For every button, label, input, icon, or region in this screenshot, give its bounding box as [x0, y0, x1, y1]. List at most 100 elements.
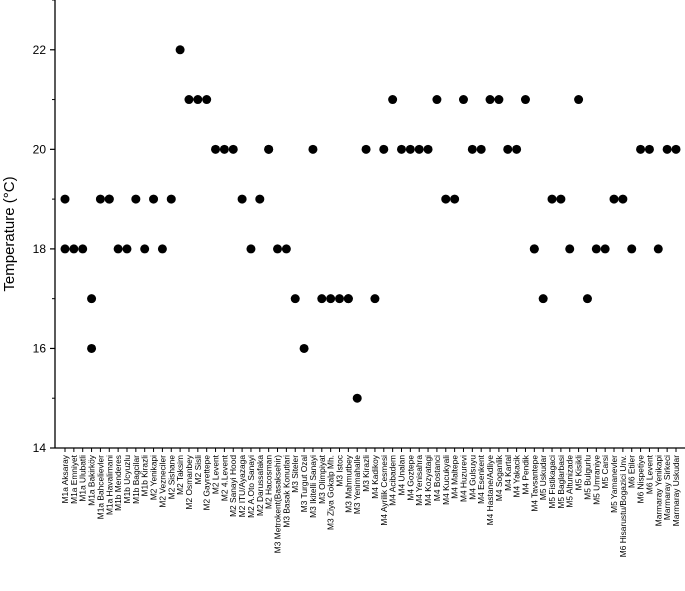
x-tick-label: M4 Huzurevi: [458, 455, 468, 502]
data-point: [140, 244, 150, 254]
x-tick-label: M4 Maltepe: [450, 455, 460, 499]
data-point: [582, 294, 592, 304]
x-tick-label: M4 Gulsuyu: [467, 455, 477, 500]
data-point: [450, 194, 460, 204]
data-point: [264, 144, 274, 154]
y-tick-label: 20: [33, 142, 47, 156]
x-tick-label: M1a Aksaray: [60, 454, 70, 503]
data-point: [644, 144, 654, 154]
x-tick-label: M4 Esenkent: [476, 454, 486, 504]
data-point: [547, 194, 557, 204]
x-tick-label: M2 Gayrettepe: [202, 455, 212, 511]
x-tick-label: M6 Levent: [644, 454, 654, 494]
x-tick-label: M4 Hastane/Adliye: [485, 455, 495, 526]
data-point: [131, 194, 141, 204]
data-point: [157, 244, 167, 254]
x-tick-label: M3 Turgut Ozal: [299, 455, 309, 512]
y-ticks: 14 16 18 20 22: [33, 0, 55, 455]
data-point: [113, 244, 123, 254]
x-tick-label: Marmaray Sirkeci: [662, 455, 672, 520]
data-point: [556, 194, 566, 204]
data-point: [352, 393, 362, 403]
data-point: [211, 144, 221, 154]
data-point: [60, 194, 70, 204]
x-tick-label: M4 Acibadem: [388, 455, 398, 506]
x-tick-label: M2 A.Oto Sanayi: [246, 455, 256, 518]
x-tick-label: M1a Bahcelievler: [95, 455, 105, 519]
data-point: [618, 194, 628, 204]
x-tick-label: M1a Bakirköy: [87, 454, 97, 506]
x-tick-label: M1b Menderes: [113, 455, 123, 511]
x-tick-label: M4 Kadikoy: [370, 454, 380, 499]
data-point: [671, 144, 681, 154]
data-point: [273, 244, 283, 254]
data-points: [60, 45, 681, 403]
data-point: [591, 244, 601, 254]
x-tick-label: M2 Vezneciler: [157, 455, 167, 508]
x-tick-label: M2 Sishane: [166, 455, 176, 500]
x-tick-label: M6 Etiler: [627, 455, 637, 488]
data-point: [379, 144, 389, 154]
x-tick-label: M4 Pendik: [520, 454, 530, 494]
data-point: [467, 144, 477, 154]
data-point: [361, 144, 371, 154]
data-point: [246, 244, 256, 254]
x-tick-label: M5 Altunizade: [565, 455, 575, 508]
data-point: [485, 95, 495, 105]
data-point: [184, 95, 194, 105]
x-tick-label: M4 Kartal: [503, 455, 513, 491]
x-tick-label: M2 4.Levent: [219, 454, 229, 501]
data-point: [326, 294, 336, 304]
data-point: [343, 294, 353, 304]
y-axis-title: Temperature (°C): [1, 176, 18, 291]
x-tick-label: M3 Yenimahalle: [352, 455, 362, 514]
data-point: [405, 144, 415, 154]
x-tick-label: M4 Tavsantepe: [529, 455, 539, 512]
data-point: [370, 294, 380, 304]
x-tick-label: M3 Olimpiyat: [317, 454, 327, 504]
x-tick-label: M2 Darussafaka: [255, 455, 265, 516]
x-tick-label: Marmaray Yenikapi: [653, 455, 663, 526]
data-point: [388, 95, 398, 105]
data-point: [78, 244, 88, 254]
data-point: [149, 194, 159, 204]
data-point: [60, 244, 70, 254]
x-tick-label: M5 Bulgurlu: [582, 455, 592, 500]
data-point: [255, 194, 265, 204]
x-tick-label: M1b Bagcilar: [131, 455, 141, 504]
x-tick-label: M2 Taksim: [175, 455, 185, 495]
x-tick-label: M3 Metrokent(Basaksehir): [273, 455, 283, 553]
x-tick-label: M5 Carsi: [600, 455, 610, 489]
x-tick-label: M5 Uskudar: [538, 455, 548, 500]
x-tick-label: M2 Sanayi Hood: [228, 455, 238, 517]
data-point: [219, 144, 229, 154]
data-point: [87, 294, 97, 304]
data-point: [95, 194, 105, 204]
data-point: [308, 144, 318, 154]
data-point: [565, 244, 575, 254]
data-point: [609, 194, 619, 204]
data-point: [458, 95, 468, 105]
x-tick-label: M2 Yenikapi: [149, 455, 159, 500]
x-tick-label: M5 Umraniye: [591, 455, 601, 505]
x-tick-label: M6 Nispetiye: [636, 455, 646, 504]
x-tick-label: M5 Kisikli: [574, 455, 584, 491]
data-point: [662, 144, 672, 154]
x-tick-label: M2 Hacosman: [264, 455, 274, 509]
data-point: [175, 45, 185, 55]
data-point: [520, 95, 530, 105]
data-point: [335, 294, 345, 304]
x-tick-label: M3 Mahmutbey: [343, 454, 353, 513]
data-point: [299, 343, 309, 353]
x-tick-label: M2 ITU/Ayazaga: [237, 455, 247, 518]
x-tick-label: M1b Kirazli: [140, 455, 150, 497]
data-point: [69, 244, 79, 254]
x-tick-label: M4 Goztepe: [405, 455, 415, 501]
x-tick-label: M1b Ucyuzlu: [122, 455, 132, 504]
y-tick-label: 18: [33, 242, 47, 256]
x-tick-label: Marmaray Uskudar: [671, 455, 681, 526]
x-tick-label: M4 Kucukyali: [441, 455, 451, 505]
x-tick-label: M1a Ulubatli: [78, 455, 88, 502]
